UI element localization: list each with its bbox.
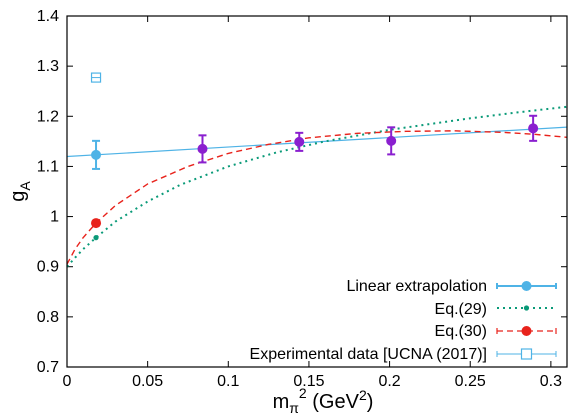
x-tick-label: 0.05 [132, 373, 163, 390]
legend-marker-linear [521, 281, 532, 291]
legend-label-eq30: Eq.(30) [435, 323, 487, 340]
lattice-point [294, 136, 305, 147]
eq29-curve [66, 105, 568, 268]
y-tick-label: 0.9 [37, 259, 59, 276]
x-tick-label: 0.3 [540, 373, 562, 390]
x-axis-label: mπ2 (GeV2) [273, 385, 374, 416]
legend-marker-eq30 [521, 326, 532, 336]
y-tick-label: 1.3 [37, 58, 59, 75]
legend-label-linear: Linear extrapolation [346, 278, 487, 295]
legend: Linear extrapolation Eq.(29) Eq.(30) Exp… [250, 278, 557, 363]
legend-label-eq29: Eq.(29) [435, 301, 487, 318]
ticks-layer: 0 0.05 0.1 0.15 0.2 0.25 0.3 0.7 0.8 0.9 1 1.1 1.2 1.… [37, 8, 567, 390]
legend-marker-experimental [520, 348, 533, 360]
x-tick-label: 0.2 [378, 373, 400, 390]
legend-marker-eq29 [523, 305, 530, 311]
linear-extrapolation-point [91, 149, 102, 160]
x-tick-label: 0.1 [217, 373, 239, 390]
x-axis-label-unit-pre: (GeV [307, 391, 360, 413]
y-tick-label: 1.4 [37, 8, 59, 25]
data-layer [66, 72, 568, 268]
y-axis-label: gA [7, 181, 33, 202]
x-axis-label-sup: 2 [299, 385, 307, 401]
x-axis-label-base: m [273, 391, 290, 413]
lattice-point [528, 123, 539, 134]
x-tick-label: 0.15 [293, 373, 324, 390]
x-tick-label: 0.25 [455, 373, 486, 390]
y-tick-label: 0.7 [37, 359, 59, 376]
plot-frame [66, 15, 568, 368]
legend-label-experimental: Experimental data [UCNA (2017)] [250, 346, 487, 363]
x-axis-label-sub: π [289, 400, 299, 416]
y-tick-label: 1.2 [37, 108, 59, 125]
x-tick-label: 0 [63, 373, 72, 390]
y-axis-label-sub: A [17, 181, 33, 191]
y-tick-label: 0.8 [37, 309, 59, 326]
eq30-curve [66, 130, 568, 265]
legend-samples [496, 281, 557, 360]
linear-extrapolation-line [66, 126, 568, 158]
lattice-point [197, 143, 208, 154]
lattice-point [386, 135, 397, 146]
eq29-point [93, 235, 99, 241]
y-tick-label: 1.1 [37, 158, 59, 175]
x-axis-label-unit-sup: 2 [359, 387, 367, 403]
x-axis-label-unit-post: ) [367, 391, 374, 413]
y-axis-label-base: g [7, 191, 29, 202]
y-tick-label: 1 [50, 209, 59, 226]
eq30-point [91, 218, 102, 229]
